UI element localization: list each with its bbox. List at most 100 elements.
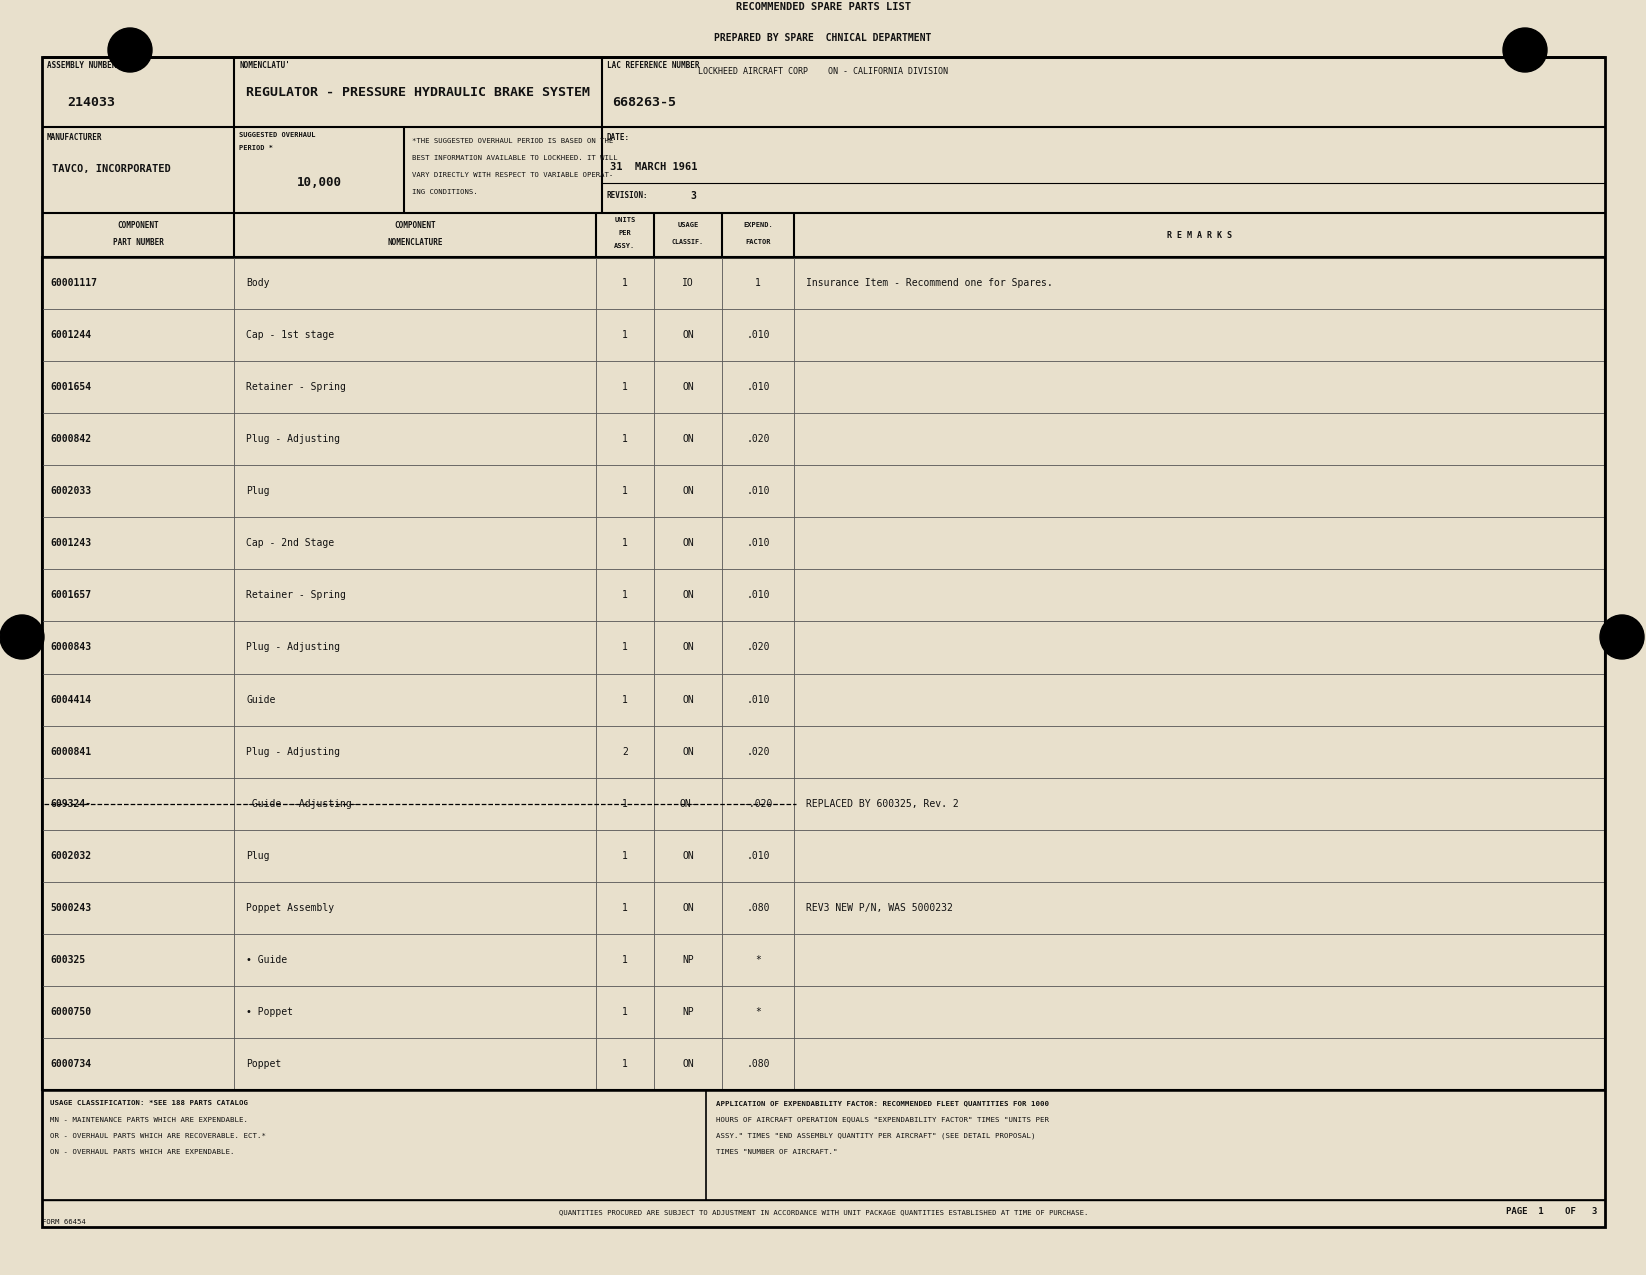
- Text: • Poppet: • Poppet: [245, 1007, 293, 1017]
- Text: USAGE CLASSIFICATION: *SEE 188 PARTS CATALOG: USAGE CLASSIFICATION: *SEE 188 PARTS CAT…: [49, 1100, 249, 1105]
- Text: EXPEND.: EXPEND.: [742, 222, 774, 228]
- Text: 5000243: 5000243: [49, 903, 91, 913]
- Text: ON: ON: [681, 643, 695, 653]
- Text: VARY DIRECTLY WITH RESPECT TO VARIABLE OPERAT-: VARY DIRECTLY WITH RESPECT TO VARIABLE O…: [412, 172, 614, 178]
- Text: ON: ON: [681, 1060, 695, 1068]
- Text: REV3 NEW P/N, WAS 5000232: REV3 NEW P/N, WAS 5000232: [807, 903, 953, 913]
- Text: SUGGESTED OVERHAUL: SUGGESTED OVERHAUL: [239, 133, 316, 138]
- Text: 1: 1: [756, 278, 760, 288]
- Text: .010: .010: [746, 486, 770, 496]
- Text: Poppet Assembly: Poppet Assembly: [245, 903, 334, 913]
- Text: • Guide: • Guide: [245, 955, 286, 965]
- Text: 6000750: 6000750: [49, 1007, 91, 1017]
- Text: 6000842: 6000842: [49, 435, 91, 444]
- Text: Plug - Adjusting: Plug - Adjusting: [245, 643, 341, 653]
- Text: OR - OVERHAUL PARTS WHICH ARE RECOVERABLE. ECT.*: OR - OVERHAUL PARTS WHICH ARE RECOVERABL…: [49, 1133, 267, 1139]
- Text: ON: ON: [681, 747, 695, 756]
- Text: 6001244: 6001244: [49, 330, 91, 340]
- Text: IO: IO: [681, 278, 695, 288]
- Text: REPLACED BY 600325, Rev. 2: REPLACED BY 600325, Rev. 2: [807, 798, 958, 808]
- Text: USAGE: USAGE: [678, 222, 698, 228]
- Bar: [43, 258, 1605, 1090]
- Text: PAGE  1    OF   3: PAGE 1 OF 3: [1506, 1207, 1597, 1216]
- Text: Plug - Adjusting: Plug - Adjusting: [245, 435, 341, 444]
- Text: UNITS: UNITS: [614, 217, 635, 223]
- Text: Cap - 2nd Stage: Cap - 2nd Stage: [245, 538, 334, 548]
- Text: Poppet: Poppet: [245, 1060, 281, 1068]
- Text: ASSY." TIMES "END ASSEMBLY QUANTITY PER AIRCRAFT" (SEE DETAIL PROPOSAL): ASSY." TIMES "END ASSEMBLY QUANTITY PER …: [716, 1132, 1035, 1140]
- Circle shape: [1503, 28, 1547, 71]
- Text: 1: 1: [622, 538, 627, 548]
- Text: APPLICATION OF EXPENDABILITY FACTOR: RECOMMENDED FLEET QUANTITIES FOR 1000: APPLICATION OF EXPENDABILITY FACTOR: REC…: [716, 1100, 1049, 1105]
- Text: 6001243: 6001243: [49, 538, 91, 548]
- Text: 1: 1: [622, 435, 627, 444]
- Text: 1: 1: [622, 382, 627, 393]
- Text: ON - OVERHAUL PARTS WHICH ARE EXPENDABLE.: ON - OVERHAUL PARTS WHICH ARE EXPENDABLE…: [49, 1150, 234, 1155]
- Text: R E M A R K S: R E M A R K S: [1167, 231, 1231, 240]
- Circle shape: [109, 28, 151, 71]
- Text: 1: 1: [622, 850, 627, 861]
- Text: LAC REFERENCE NUMBER: LAC REFERENCE NUMBER: [607, 61, 700, 70]
- Text: ON: ON: [681, 486, 695, 496]
- Text: .020: .020: [746, 747, 770, 756]
- Text: RECOMMENDED SPARE PARTS LIST: RECOMMENDED SPARE PARTS LIST: [736, 3, 910, 11]
- Text: 1: 1: [622, 798, 627, 808]
- Text: REGULATOR - PRESSURE HYDRAULIC BRAKE SYSTEM: REGULATOR - PRESSURE HYDRAULIC BRAKE SYS…: [245, 85, 589, 98]
- Text: 1: 1: [622, 1060, 627, 1068]
- Text: PER: PER: [619, 230, 632, 236]
- Text: MANUFACTURER: MANUFACTURER: [48, 133, 102, 142]
- Text: .010: .010: [746, 850, 770, 861]
- Text: 6000843: 6000843: [49, 643, 91, 653]
- Text: .080: .080: [746, 1060, 770, 1068]
- Text: .010: .010: [746, 382, 770, 393]
- Text: 1: 1: [622, 643, 627, 653]
- Text: PART NUMBER: PART NUMBER: [112, 237, 163, 246]
- Text: .080: .080: [746, 903, 770, 913]
- Text: *THE SUGGESTED OVERHAUL PERIOD IS BASED ON THE: *THE SUGGESTED OVERHAUL PERIOD IS BASED …: [412, 138, 614, 144]
- Text: 1: 1: [622, 330, 627, 340]
- Text: 600325: 600325: [49, 955, 86, 965]
- Text: Cap - 1st stage: Cap - 1st stage: [245, 330, 334, 340]
- Text: PERIOD *: PERIOD *: [239, 145, 273, 150]
- Text: ON: ON: [681, 590, 695, 601]
- Text: 3: 3: [690, 191, 696, 201]
- Text: 1: 1: [622, 590, 627, 601]
- Text: NP: NP: [681, 1007, 695, 1017]
- Text: 60001117: 60001117: [49, 278, 97, 288]
- Text: Retainer - Spring: Retainer - Spring: [245, 382, 346, 393]
- Text: 1: 1: [622, 955, 627, 965]
- Text: Retainer - Spring: Retainer - Spring: [245, 590, 346, 601]
- Text: 6001657: 6001657: [49, 590, 91, 601]
- Text: 6004414: 6004414: [49, 695, 91, 705]
- Text: 1: 1: [622, 1007, 627, 1017]
- Text: ING CONDITIONS.: ING CONDITIONS.: [412, 189, 477, 195]
- Text: TAVCO, INCORPORATED: TAVCO, INCORPORATED: [53, 164, 171, 173]
- Text: 609324-: 609324-: [49, 798, 91, 808]
- Text: TIMES "NUMBER OF AIRCRAFT.": TIMES "NUMBER OF AIRCRAFT.": [716, 1150, 838, 1155]
- Text: REVISION:: REVISION:: [607, 191, 649, 200]
- Text: ASSY.: ASSY.: [614, 244, 635, 249]
- Text: ON-: ON-: [680, 798, 696, 808]
- Text: NOMENCLATURE: NOMENCLATURE: [387, 237, 443, 246]
- Text: .020: .020: [746, 435, 770, 444]
- Text: *: *: [756, 1007, 760, 1017]
- Text: FACTOR: FACTOR: [746, 238, 770, 245]
- Text: 214033: 214033: [67, 96, 115, 108]
- Text: *: *: [756, 955, 760, 965]
- Text: 10,000: 10,000: [296, 176, 341, 190]
- Text: LOCKHEED AIRCRAFT CORP    ON - CALIFORNIA DIVISION: LOCKHEED AIRCRAFT CORP ON - CALIFORNIA D…: [698, 66, 948, 75]
- Text: ASSEMBLY NUMBER: ASSEMBLY NUMBER: [48, 61, 117, 70]
- Text: DATE:: DATE:: [607, 133, 630, 142]
- Text: CLASSIF.: CLASSIF.: [672, 238, 704, 245]
- Text: 1: 1: [622, 278, 627, 288]
- Text: .010: .010: [746, 330, 770, 340]
- Text: 668263-5: 668263-5: [612, 96, 677, 108]
- Text: ON: ON: [681, 435, 695, 444]
- Text: ON: ON: [681, 382, 695, 393]
- Text: ON: ON: [681, 903, 695, 913]
- Text: 2: 2: [622, 747, 627, 756]
- Text: Body: Body: [245, 278, 270, 288]
- Text: Plug: Plug: [245, 850, 270, 861]
- Text: 6002033: 6002033: [49, 486, 91, 496]
- Text: COMPONENT: COMPONENT: [393, 221, 436, 230]
